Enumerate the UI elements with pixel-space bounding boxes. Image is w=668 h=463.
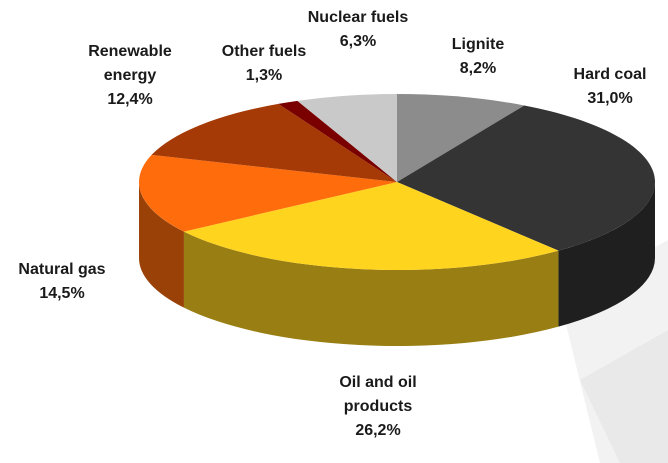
label-line: Hard coal (574, 66, 647, 83)
slice (397, 105, 655, 251)
slice-side (139, 182, 184, 308)
label-line: Renewable (88, 43, 172, 60)
category-label: Hard coal (574, 66, 647, 83)
value-label: 12,4% (107, 91, 152, 108)
slice (297, 94, 397, 182)
value-label: 14,5% (39, 285, 84, 302)
slice (278, 100, 397, 182)
background-shape (580, 330, 668, 463)
value-label: 6,3% (340, 33, 376, 50)
category-label: Natural gas (18, 261, 105, 278)
label-line: Oil and oil (339, 374, 416, 391)
value-label: 8,2% (460, 60, 496, 77)
slice (183, 182, 559, 271)
label-line: Natural gas (18, 261, 105, 278)
category-label: Lignite (452, 36, 505, 53)
label-line: Other fuels (222, 43, 307, 60)
category-label: Oil and oil products (339, 374, 416, 415)
value-label: 31,0% (587, 90, 632, 107)
label-line: products (344, 398, 413, 415)
category-label: Nuclear fuels (308, 9, 409, 26)
label-line: energy (104, 67, 157, 84)
slice (139, 154, 397, 232)
slice (151, 103, 397, 182)
slice-side (183, 231, 559, 346)
category-label: Renewable energy (88, 43, 172, 84)
label-line: Nuclear fuels (308, 9, 409, 26)
value-label: 1,3% (246, 67, 282, 84)
slice (397, 94, 525, 182)
value-label: 26,2% (355, 422, 400, 439)
category-label: Other fuels (222, 43, 307, 60)
slice-side (558, 182, 655, 327)
label-line: Lignite (452, 36, 505, 53)
